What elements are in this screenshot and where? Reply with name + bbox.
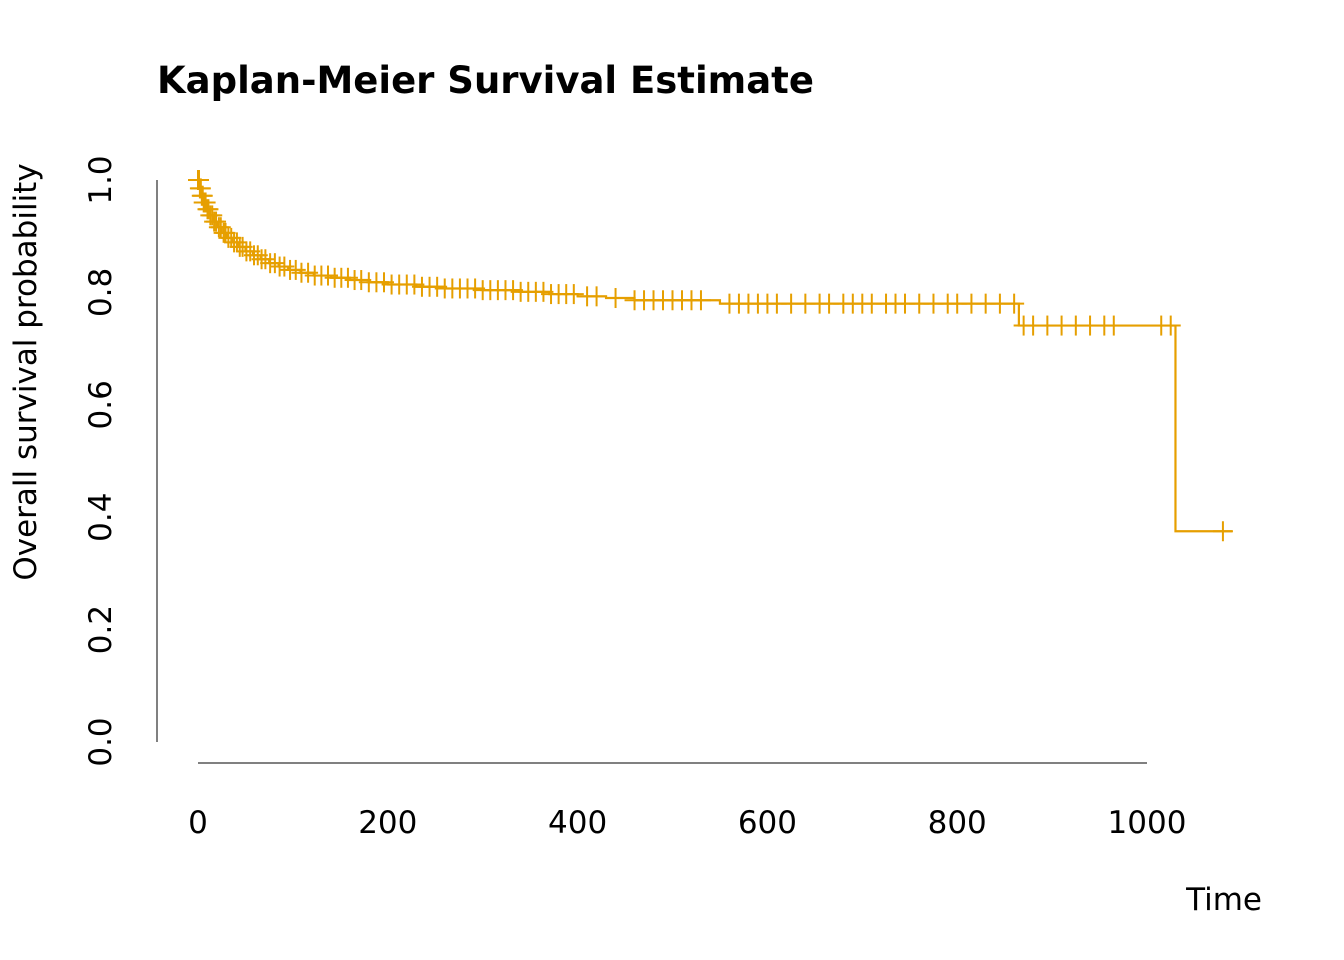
x-tick-labels: 0 200 400 600 800 1000 — [188, 805, 1186, 841]
x-tick-label: 400 — [548, 805, 607, 841]
censor-mark — [586, 286, 607, 307]
censor-mark — [690, 290, 711, 311]
censor-mark — [285, 259, 306, 280]
censor-mark — [605, 288, 626, 309]
censor-mark — [226, 232, 247, 253]
survival-curve — [198, 178, 1233, 533]
y-tick-label: 0.8 — [83, 268, 119, 317]
x-tick-label: 800 — [928, 805, 987, 841]
y-tick-label: 1.0 — [83, 155, 119, 204]
y-tick-label: 0.2 — [83, 605, 119, 654]
y-tick-label: 0.6 — [83, 380, 119, 429]
y-tick-label: 0.4 — [83, 493, 119, 542]
x-tick-label: 600 — [738, 805, 797, 841]
censor-mark — [1212, 521, 1233, 542]
censor-mark — [210, 217, 231, 238]
censor-mark — [1004, 293, 1025, 314]
plot-area — [188, 170, 1233, 542]
x-tick-label: 200 — [358, 805, 417, 841]
censor-mark — [206, 211, 227, 232]
x-tick-label: 1000 — [1108, 805, 1187, 841]
y-tick-label: 0.0 — [83, 717, 119, 766]
censor-mark — [255, 249, 276, 270]
censor-mark — [563, 284, 584, 305]
x-axis-title: Time — [1185, 882, 1262, 918]
censor-mark — [264, 253, 285, 274]
censor-mark — [274, 256, 295, 277]
y-tick-labels: 0.0 0.2 0.4 0.6 0.8 1.0 — [83, 155, 119, 766]
censor-mark — [1103, 315, 1124, 336]
y-axis-title: Overall survival probability — [8, 163, 44, 580]
x-tick-label: 0 — [188, 805, 208, 841]
censor-mark — [1160, 315, 1181, 336]
chart-title: Kaplan-Meier Survival Estimate — [157, 59, 814, 102]
